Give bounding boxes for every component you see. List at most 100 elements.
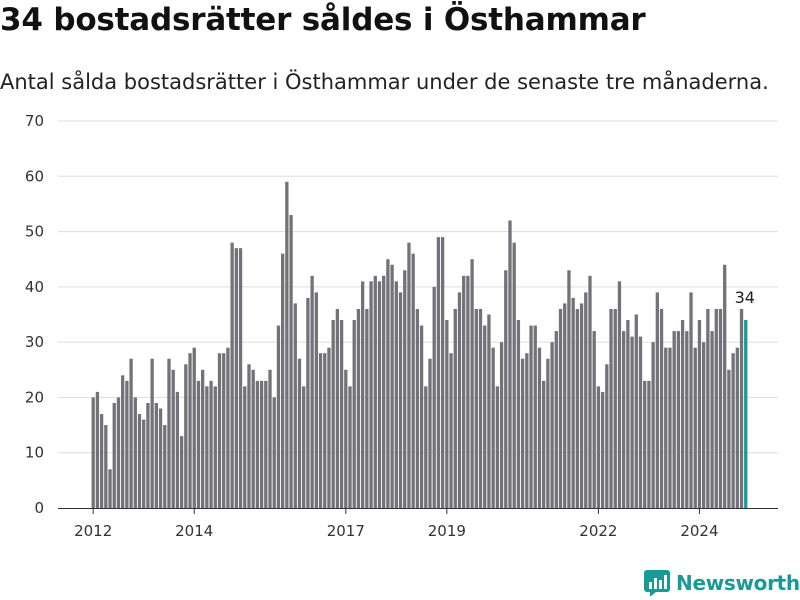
chart-subtitle: Antal sålda bostadsrätter i Östhammar un… xyxy=(0,70,769,94)
bar xyxy=(449,353,453,508)
bar xyxy=(226,347,230,508)
bar xyxy=(150,358,154,508)
bar xyxy=(643,380,647,508)
bar xyxy=(609,308,613,508)
bar xyxy=(508,220,512,508)
bar xyxy=(664,347,668,508)
x-tick-label: 2022 xyxy=(579,522,617,540)
bar xyxy=(356,308,361,508)
bar xyxy=(512,242,516,508)
y-tick-label: 50 xyxy=(25,223,44,241)
bar xyxy=(659,308,664,508)
bar xyxy=(727,369,731,508)
bar xyxy=(499,342,504,508)
bar xyxy=(579,303,584,508)
bar xyxy=(238,248,243,508)
bar xyxy=(520,358,525,508)
bar xyxy=(710,331,714,508)
bar xyxy=(516,320,521,508)
bar xyxy=(369,281,373,508)
bar xyxy=(718,308,723,508)
bar xyxy=(571,297,575,508)
bar xyxy=(167,358,171,508)
bar xyxy=(491,347,495,508)
bar xyxy=(550,342,554,508)
bar xyxy=(735,347,739,508)
bar xyxy=(693,347,697,508)
bar xyxy=(605,364,609,508)
bar xyxy=(487,314,491,508)
bar xyxy=(672,331,676,508)
bar xyxy=(276,325,281,508)
bar xyxy=(192,347,196,508)
bar xyxy=(339,320,344,508)
bar xyxy=(697,320,702,508)
bar xyxy=(533,325,537,508)
bar xyxy=(382,275,386,508)
y-tick-label: 40 xyxy=(25,278,44,296)
y-tick-label: 0 xyxy=(34,499,44,517)
bar xyxy=(411,253,415,508)
last-value-label: 34 xyxy=(735,288,755,307)
bar xyxy=(630,336,634,508)
bar xyxy=(230,242,234,508)
bar xyxy=(154,402,158,508)
bar xyxy=(386,259,390,508)
y-tick-label: 60 xyxy=(25,167,44,185)
bar xyxy=(137,414,142,508)
bar xyxy=(428,358,432,508)
bar xyxy=(689,292,693,508)
bar xyxy=(403,270,407,508)
bar xyxy=(554,331,558,508)
y-tick-label: 30 xyxy=(25,333,44,351)
bar xyxy=(731,353,735,508)
bar xyxy=(706,308,710,508)
bar xyxy=(344,369,348,508)
bar xyxy=(142,419,146,508)
bar xyxy=(323,353,327,508)
bar xyxy=(209,380,213,508)
bar xyxy=(251,369,255,508)
bar xyxy=(104,425,108,508)
bar xyxy=(121,375,125,508)
bar xyxy=(398,292,403,508)
bar xyxy=(217,353,222,508)
bar xyxy=(495,386,500,508)
bar xyxy=(171,369,175,508)
bar xyxy=(651,342,655,508)
bar xyxy=(440,237,445,508)
bar xyxy=(289,214,293,509)
bar xyxy=(247,364,251,508)
bar xyxy=(542,380,546,508)
x-tick-label: 2017 xyxy=(327,522,365,540)
bar xyxy=(676,331,681,508)
bar xyxy=(373,275,377,508)
bar xyxy=(647,380,651,508)
x-tick-label: 2024 xyxy=(680,522,718,540)
bar xyxy=(592,331,596,508)
x-tick-label: 2019 xyxy=(428,522,466,540)
bar xyxy=(457,292,462,508)
newsworthy-logo-icon xyxy=(644,570,670,596)
bar xyxy=(504,270,508,508)
bar xyxy=(739,308,744,508)
bar xyxy=(91,397,95,508)
bar xyxy=(622,331,626,508)
bar xyxy=(112,402,116,508)
bar xyxy=(116,397,121,508)
bar xyxy=(146,402,150,508)
bar xyxy=(638,336,643,508)
bar xyxy=(432,286,436,508)
bar xyxy=(634,314,638,508)
bar xyxy=(466,275,470,508)
bar xyxy=(318,353,323,508)
bar xyxy=(348,386,352,508)
bar xyxy=(213,386,217,508)
bar xyxy=(255,380,260,508)
bar xyxy=(655,292,659,508)
bar xyxy=(685,331,689,508)
bar xyxy=(179,436,184,508)
bar xyxy=(99,414,104,508)
bar xyxy=(222,353,226,508)
